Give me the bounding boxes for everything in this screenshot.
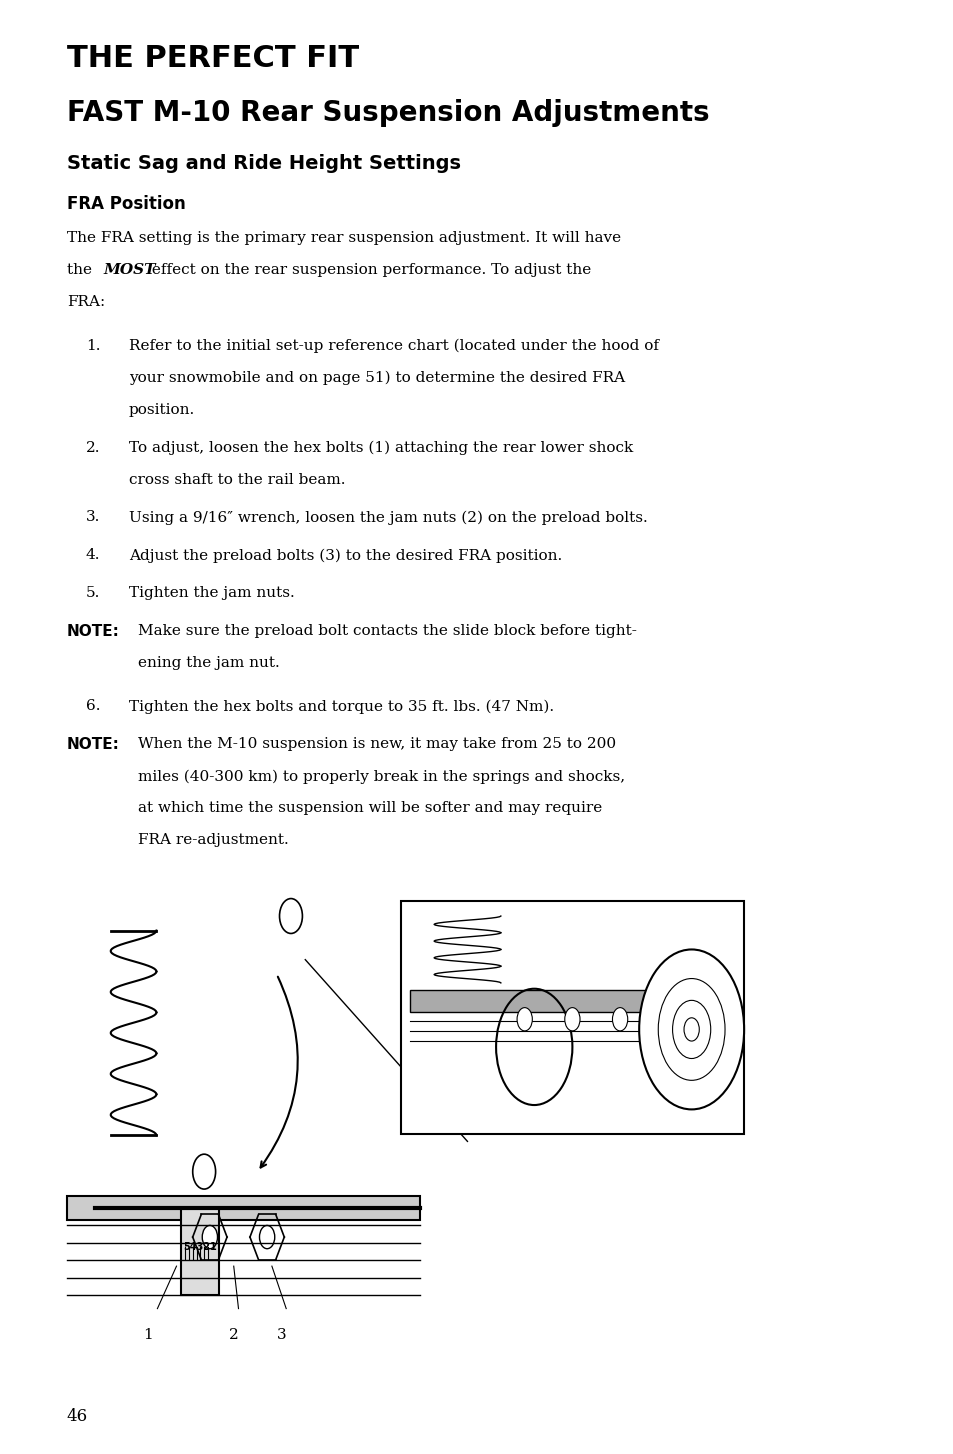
Text: 4.: 4. bbox=[86, 548, 100, 563]
Text: Refer to the initial set-up reference chart (located under the hood of: Refer to the initial set-up reference ch… bbox=[129, 339, 659, 353]
Circle shape bbox=[279, 899, 302, 933]
Text: Tighten the jam nuts.: Tighten the jam nuts. bbox=[129, 586, 294, 601]
Text: Static Sag and Ride Height Settings: Static Sag and Ride Height Settings bbox=[67, 154, 460, 173]
Text: cross shaft to the rail beam.: cross shaft to the rail beam. bbox=[129, 473, 345, 487]
Circle shape bbox=[202, 1226, 217, 1249]
Text: 54321: 54321 bbox=[183, 1242, 216, 1252]
Text: 2: 2 bbox=[229, 1328, 238, 1342]
Circle shape bbox=[658, 979, 724, 1080]
Text: at which time the suspension will be softer and may require: at which time the suspension will be sof… bbox=[138, 801, 602, 816]
Bar bbox=[181, 1208, 219, 1296]
Bar bbox=[400, 901, 743, 1134]
Circle shape bbox=[639, 949, 743, 1109]
Text: When the M-10 suspension is new, it may take from 25 to 200: When the M-10 suspension is new, it may … bbox=[138, 737, 616, 752]
Text: the: the bbox=[67, 263, 96, 278]
Circle shape bbox=[259, 1226, 274, 1249]
Text: Make sure the preload bolt contacts the slide block before tight-: Make sure the preload bolt contacts the … bbox=[138, 624, 637, 638]
Circle shape bbox=[193, 1154, 215, 1189]
Circle shape bbox=[564, 1008, 579, 1031]
Text: ening the jam nut.: ening the jam nut. bbox=[138, 656, 280, 670]
Text: 5.: 5. bbox=[86, 586, 100, 601]
Text: miles (40-300 km) to properly break in the springs and shocks,: miles (40-300 km) to properly break in t… bbox=[138, 769, 625, 784]
FancyBboxPatch shape bbox=[67, 1197, 419, 1220]
Circle shape bbox=[517, 1008, 532, 1031]
Text: 46: 46 bbox=[67, 1407, 88, 1425]
Text: 2.: 2. bbox=[86, 441, 100, 455]
Text: FAST M-10 Rear Suspension Adjustments: FAST M-10 Rear Suspension Adjustments bbox=[67, 99, 709, 126]
Circle shape bbox=[672, 1000, 710, 1059]
Text: 3: 3 bbox=[276, 1328, 286, 1342]
Text: NOTE:: NOTE: bbox=[67, 624, 119, 638]
Text: Tighten the hex bolts and torque to 35 ft. lbs. (47 Nm).: Tighten the hex bolts and torque to 35 f… bbox=[129, 699, 554, 714]
Text: THE PERFECT FIT: THE PERFECT FIT bbox=[67, 44, 358, 73]
Text: MOST: MOST bbox=[103, 263, 155, 278]
Text: FRA re-adjustment.: FRA re-adjustment. bbox=[138, 833, 289, 848]
Circle shape bbox=[612, 1008, 627, 1031]
Text: FRA:: FRA: bbox=[67, 295, 105, 310]
Text: The FRA setting is the primary rear suspension adjustment. It will have: The FRA setting is the primary rear susp… bbox=[67, 231, 620, 246]
Circle shape bbox=[683, 1018, 699, 1041]
Text: 3.: 3. bbox=[86, 510, 100, 525]
Text: 1.: 1. bbox=[86, 339, 100, 353]
Bar bbox=[410, 990, 734, 1012]
Text: Using a 9/16″ wrench, loosen the jam nuts (2) on the preload bolts.: Using a 9/16″ wrench, loosen the jam nut… bbox=[129, 510, 647, 525]
Text: position.: position. bbox=[129, 403, 194, 417]
Text: To adjust, loosen the hex bolts (1) attaching the rear lower shock: To adjust, loosen the hex bolts (1) atta… bbox=[129, 441, 633, 455]
Text: NOTE:: NOTE: bbox=[67, 737, 119, 752]
Text: your snowmobile and on page 51) to determine the desired FRA: your snowmobile and on page 51) to deter… bbox=[129, 371, 624, 385]
Text: FRA Position: FRA Position bbox=[67, 195, 185, 212]
Text: effect on the rear suspension performance. To adjust the: effect on the rear suspension performanc… bbox=[147, 263, 591, 278]
Text: 6.: 6. bbox=[86, 699, 100, 714]
Text: Adjust the preload bolts (3) to the desired FRA position.: Adjust the preload bolts (3) to the desi… bbox=[129, 548, 561, 563]
Text: 1: 1 bbox=[143, 1328, 152, 1342]
